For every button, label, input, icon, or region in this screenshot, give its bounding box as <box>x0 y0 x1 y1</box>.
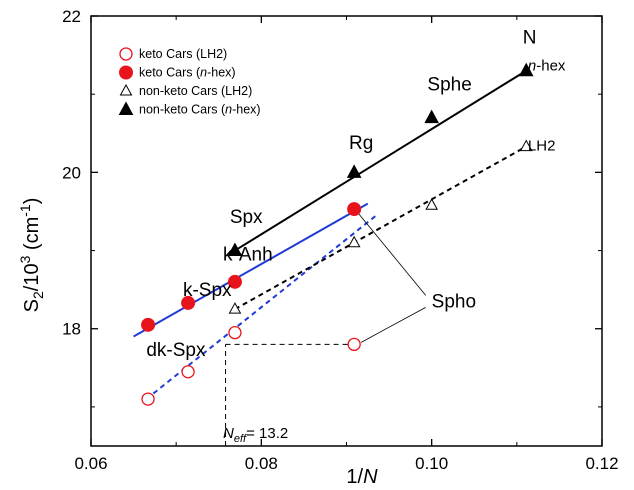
legend-label: non-keto Cars (n-hex) <box>139 103 261 117</box>
annotation-rest: -hex <box>536 58 566 75</box>
y-title-unit: (cm <box>21 217 43 256</box>
y-title-close: ) <box>21 198 43 205</box>
data-point <box>519 139 533 152</box>
x-axis-title: 1/N <box>346 466 378 488</box>
x-tick-label: 0.10 <box>415 454 448 473</box>
x-axis-title-var: N <box>363 466 378 488</box>
legend: keto Cars (LH2)keto Cars (n-hex)non-keto… <box>118 47 261 117</box>
annotation-label: k-Anh <box>223 245 273 266</box>
annotation-label: Sphe <box>427 74 471 95</box>
fit-line <box>234 145 527 311</box>
annotation-rest: = 13.2 <box>246 425 288 442</box>
legend-label-italic: n <box>200 66 207 80</box>
annotation-label: N <box>523 27 537 48</box>
data-point <box>424 109 440 124</box>
data-point <box>228 325 242 340</box>
y-tick-label: 20 <box>62 163 81 182</box>
data-point <box>347 235 361 248</box>
data-point <box>346 164 362 178</box>
data-point <box>228 302 242 314</box>
annotation-label: Rg <box>349 133 373 154</box>
legend-label-prefix: keto Cars (LH2) <box>139 47 227 61</box>
legend-label-prefix: non-keto Cars ( <box>139 103 226 117</box>
data-point <box>518 62 534 77</box>
y-tick-label: 18 <box>62 320 81 339</box>
annotation-label: k-Spx <box>183 280 232 301</box>
legend-label-prefix: keto Cars ( <box>139 66 201 80</box>
annotation-sub: eff <box>234 433 247 445</box>
callout-line <box>360 307 426 343</box>
legend-marker <box>118 101 134 115</box>
data-point <box>181 295 196 310</box>
data-point <box>141 392 155 406</box>
legend-label-italic: n <box>225 103 232 117</box>
annotation-label: n-hex <box>528 58 566 75</box>
data-point <box>227 242 243 257</box>
legend-marker <box>119 47 133 61</box>
data-point <box>181 365 195 379</box>
y-title-s: S <box>21 299 43 312</box>
annotation-label: LH2 <box>528 137 556 154</box>
x-tick-label: 0.12 <box>585 454 618 473</box>
data-point <box>227 274 242 289</box>
legend-label-suffix: -hex) <box>232 103 260 117</box>
legend-label: non-keto Cars (LH2) <box>139 84 252 98</box>
x-tick-label: 0.08 <box>245 454 278 473</box>
y-axis-title: S2/103 (cm-1) <box>17 198 46 313</box>
y-title-unit-exp: -1 <box>17 204 33 217</box>
legend-label: keto Cars (n-hex) <box>139 66 236 80</box>
legend-marker <box>119 83 133 96</box>
legend-marker <box>119 65 133 80</box>
callout-lines <box>357 212 427 343</box>
annotation-italic: n <box>528 58 536 75</box>
callout-line <box>357 212 427 296</box>
annotation-label: Spx <box>230 207 263 228</box>
reference-lines <box>225 343 355 446</box>
legend-label-suffix: -hex) <box>207 66 235 80</box>
legend-label-prefix: non-keto Cars (LH2) <box>139 84 252 98</box>
data-point <box>347 202 362 217</box>
data-point <box>347 337 361 352</box>
annotation-label: Neff= 13.2 <box>223 425 288 445</box>
legend-label: keto Cars (LH2) <box>139 47 227 61</box>
x-axis-title-prefix: 1/ <box>346 466 363 488</box>
data-point <box>425 198 439 210</box>
y-tick-label: 22 <box>62 7 81 26</box>
x-tick-label: 0.06 <box>74 454 107 473</box>
y-title-div: /10 <box>21 263 43 291</box>
data-point <box>141 317 156 332</box>
data-markers <box>141 62 534 406</box>
fit-line <box>234 69 527 252</box>
annotation-italic: N <box>223 425 234 442</box>
y-title-exp: 3 <box>17 255 33 263</box>
fit-line <box>145 214 377 400</box>
fit-line <box>133 202 369 338</box>
annotation-label: Spho <box>432 292 476 313</box>
annotation-label: dk-Spx <box>146 340 206 361</box>
axis-ticks: 0.06 0.08 0.10 0.12 18 20 22 <box>62 7 618 473</box>
y-title-sub: 2 <box>30 291 46 299</box>
